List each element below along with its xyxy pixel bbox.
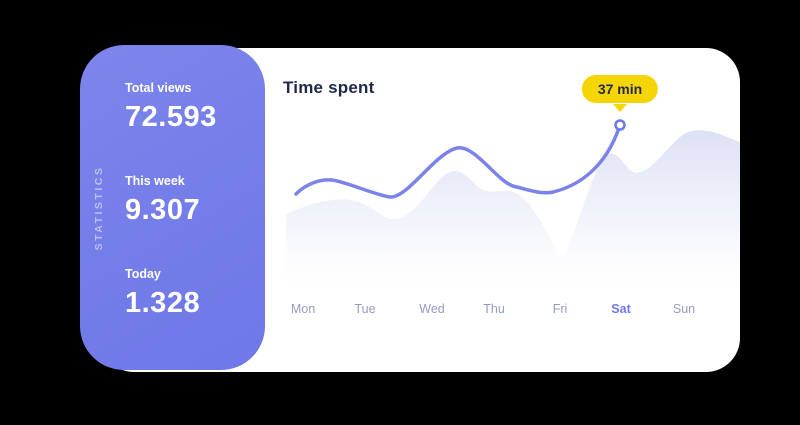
day-label-mon[interactable]: Mon [290, 302, 316, 316]
stat-today: Today 1.328 [125, 267, 217, 320]
stat-label: Today [125, 267, 161, 281]
stat-label: This week [125, 174, 185, 188]
sidebar-vertical-title: STATISTICS [93, 165, 105, 250]
day-label-sat-active[interactable]: Sat [611, 302, 631, 316]
statistics-sidebar-card: STATISTICS Total views 72.593 This week … [80, 45, 265, 370]
x-axis-day-labels: Mon Tue Wed Thu Fri Sat Sun [100, 302, 740, 320]
stats-list: Total views 72.593 This week 9.307 Today… [125, 81, 217, 360]
value-tooltip: 37 min [581, 75, 659, 103]
stat-label: Total views [125, 81, 192, 95]
stat-value: 1.328 [125, 287, 201, 319]
tooltip-pointer-icon [613, 104, 627, 112]
day-label-thu[interactable]: Thu [483, 302, 505, 316]
stat-total-views: Total views 72.593 [125, 81, 217, 134]
stat-this-week: This week 9.307 [125, 174, 217, 227]
time-spent-chart [286, 119, 740, 300]
sat-data-point-marker[interactable] [614, 119, 626, 131]
stat-value: 72.593 [125, 101, 217, 133]
chart-area-series [286, 130, 740, 300]
stat-value: 9.307 [125, 194, 201, 226]
day-label-wed[interactable]: Wed [419, 302, 445, 316]
day-label-sun[interactable]: Sun [672, 302, 696, 316]
chart-title: Time spent [283, 78, 375, 97]
chart-line-series [294, 123, 622, 199]
day-label-tue[interactable]: Tue [354, 302, 376, 316]
day-label-fri[interactable]: Fri [552, 302, 568, 316]
